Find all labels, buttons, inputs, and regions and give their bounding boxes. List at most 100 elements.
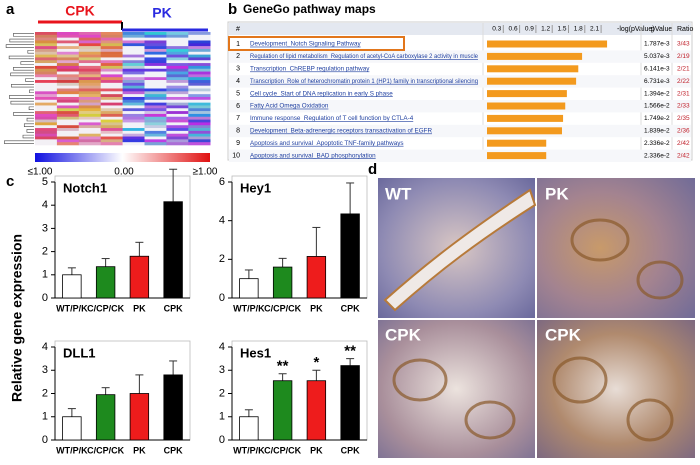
heat-cell [56, 116, 80, 120]
chart-title: Hes1 [240, 345, 271, 360]
heat-cell [188, 91, 211, 95]
heat-cell [100, 85, 123, 89]
heat-cell [100, 48, 123, 53]
heat-cell [122, 34, 145, 38]
heat-cell [122, 94, 145, 98]
row-band [229, 149, 691, 162]
heat-cell [188, 96, 211, 101]
dendro-branch [29, 89, 34, 94]
heat-cell [144, 32, 167, 36]
heat-cell [56, 99, 80, 103]
heat-cell [100, 88, 123, 92]
bar [487, 152, 547, 160]
dendro-branch [27, 50, 34, 54]
heat-cell [144, 60, 167, 64]
y-tick-label: 6 [219, 176, 225, 188]
x-tick-label: CPK [164, 445, 184, 455]
table-title: GeneGo pathway maps [243, 2, 376, 16]
heat-cell [122, 108, 145, 112]
dendro-branch [11, 83, 34, 88]
heat-cell [144, 68, 167, 72]
heat-cell [35, 142, 58, 146]
heat-cell [188, 130, 211, 134]
bar [129, 393, 150, 441]
bar [340, 365, 360, 441]
heat-cell [56, 133, 80, 137]
x-tick-label: C/CP/CK [87, 303, 125, 313]
y-tick-label: 1 [42, 411, 48, 423]
heat-cell [122, 128, 145, 132]
heat-cell [78, 32, 101, 36]
heat-cell [144, 130, 167, 134]
pathway-name: Transcription_Role of heterochromatin pr… [250, 78, 478, 85]
heat-cell [144, 105, 167, 109]
color-bar [35, 153, 210, 162]
heat-cell [122, 130, 145, 134]
dendrogram [4, 33, 34, 144]
image-label: PK [545, 184, 569, 203]
dendro-branch [20, 61, 34, 65]
heat-cell [78, 74, 101, 78]
heat-cell [35, 139, 58, 143]
y-tick-label: 2 [219, 253, 225, 265]
heat-cell [56, 128, 80, 132]
header: pValue [651, 26, 672, 33]
bar [487, 139, 547, 147]
bar [306, 256, 327, 299]
heat-cell [56, 32, 80, 36]
heat-cell [100, 108, 123, 112]
heat-cell [56, 91, 80, 95]
heat-cell [100, 57, 123, 61]
heat-cell [144, 111, 167, 115]
heat-cell [144, 63, 167, 67]
heat-cell [100, 130, 123, 134]
heat-cell [166, 113, 189, 118]
heat-cell [78, 77, 101, 81]
heat-cell [56, 34, 80, 38]
heat-cell [166, 32, 189, 36]
heat-cell [144, 116, 167, 120]
heat-cell [35, 77, 58, 81]
pathway-name: Regulation of lipid metabolism_Regulatio… [250, 53, 478, 60]
heat-cell [78, 113, 101, 118]
heat-cell [35, 105, 58, 109]
heat-cell [56, 94, 80, 98]
x-tick-label: 1.5 [557, 26, 566, 33]
heat-cell [78, 94, 101, 98]
significance: * [313, 354, 319, 371]
heat-cell [188, 136, 211, 140]
heat-cell [122, 125, 145, 129]
heat-cell [188, 108, 211, 112]
heat-cell [35, 37, 58, 41]
x-tick-label: PK [133, 303, 146, 313]
heat-cell [100, 116, 123, 120]
heat-cell [78, 111, 101, 115]
heat-cell [78, 43, 101, 47]
heat-cell [144, 122, 167, 126]
x-tick-label: WT/P/K [56, 445, 88, 455]
heat-cell [35, 111, 58, 115]
panel-label: a [6, 1, 15, 18]
dendro-branch [10, 100, 34, 105]
gland-outlines [392, 218, 684, 442]
heat-cell [100, 54, 123, 58]
heat-cell [78, 65, 101, 70]
y-tick-label: 3 [219, 364, 225, 376]
heat-cell [78, 68, 101, 72]
heat-cell [56, 142, 80, 146]
heat-cell [166, 139, 189, 143]
heat-cell [35, 51, 58, 55]
colorbar-label: ≤1.00 [28, 167, 53, 178]
heat-cell [122, 116, 145, 120]
x-tick-label: PK [310, 303, 323, 313]
heat-cell [122, 122, 145, 126]
panel-label: c [6, 173, 14, 190]
heat-cell [122, 51, 145, 55]
heat-cell [56, 111, 80, 115]
y-tick-label: 0 [42, 292, 48, 304]
row-number: 3 [236, 66, 240, 73]
heat-cell [35, 68, 58, 72]
ratio: 2/21 [677, 66, 690, 73]
heat-cell [35, 85, 58, 89]
heat-cell [78, 40, 101, 44]
